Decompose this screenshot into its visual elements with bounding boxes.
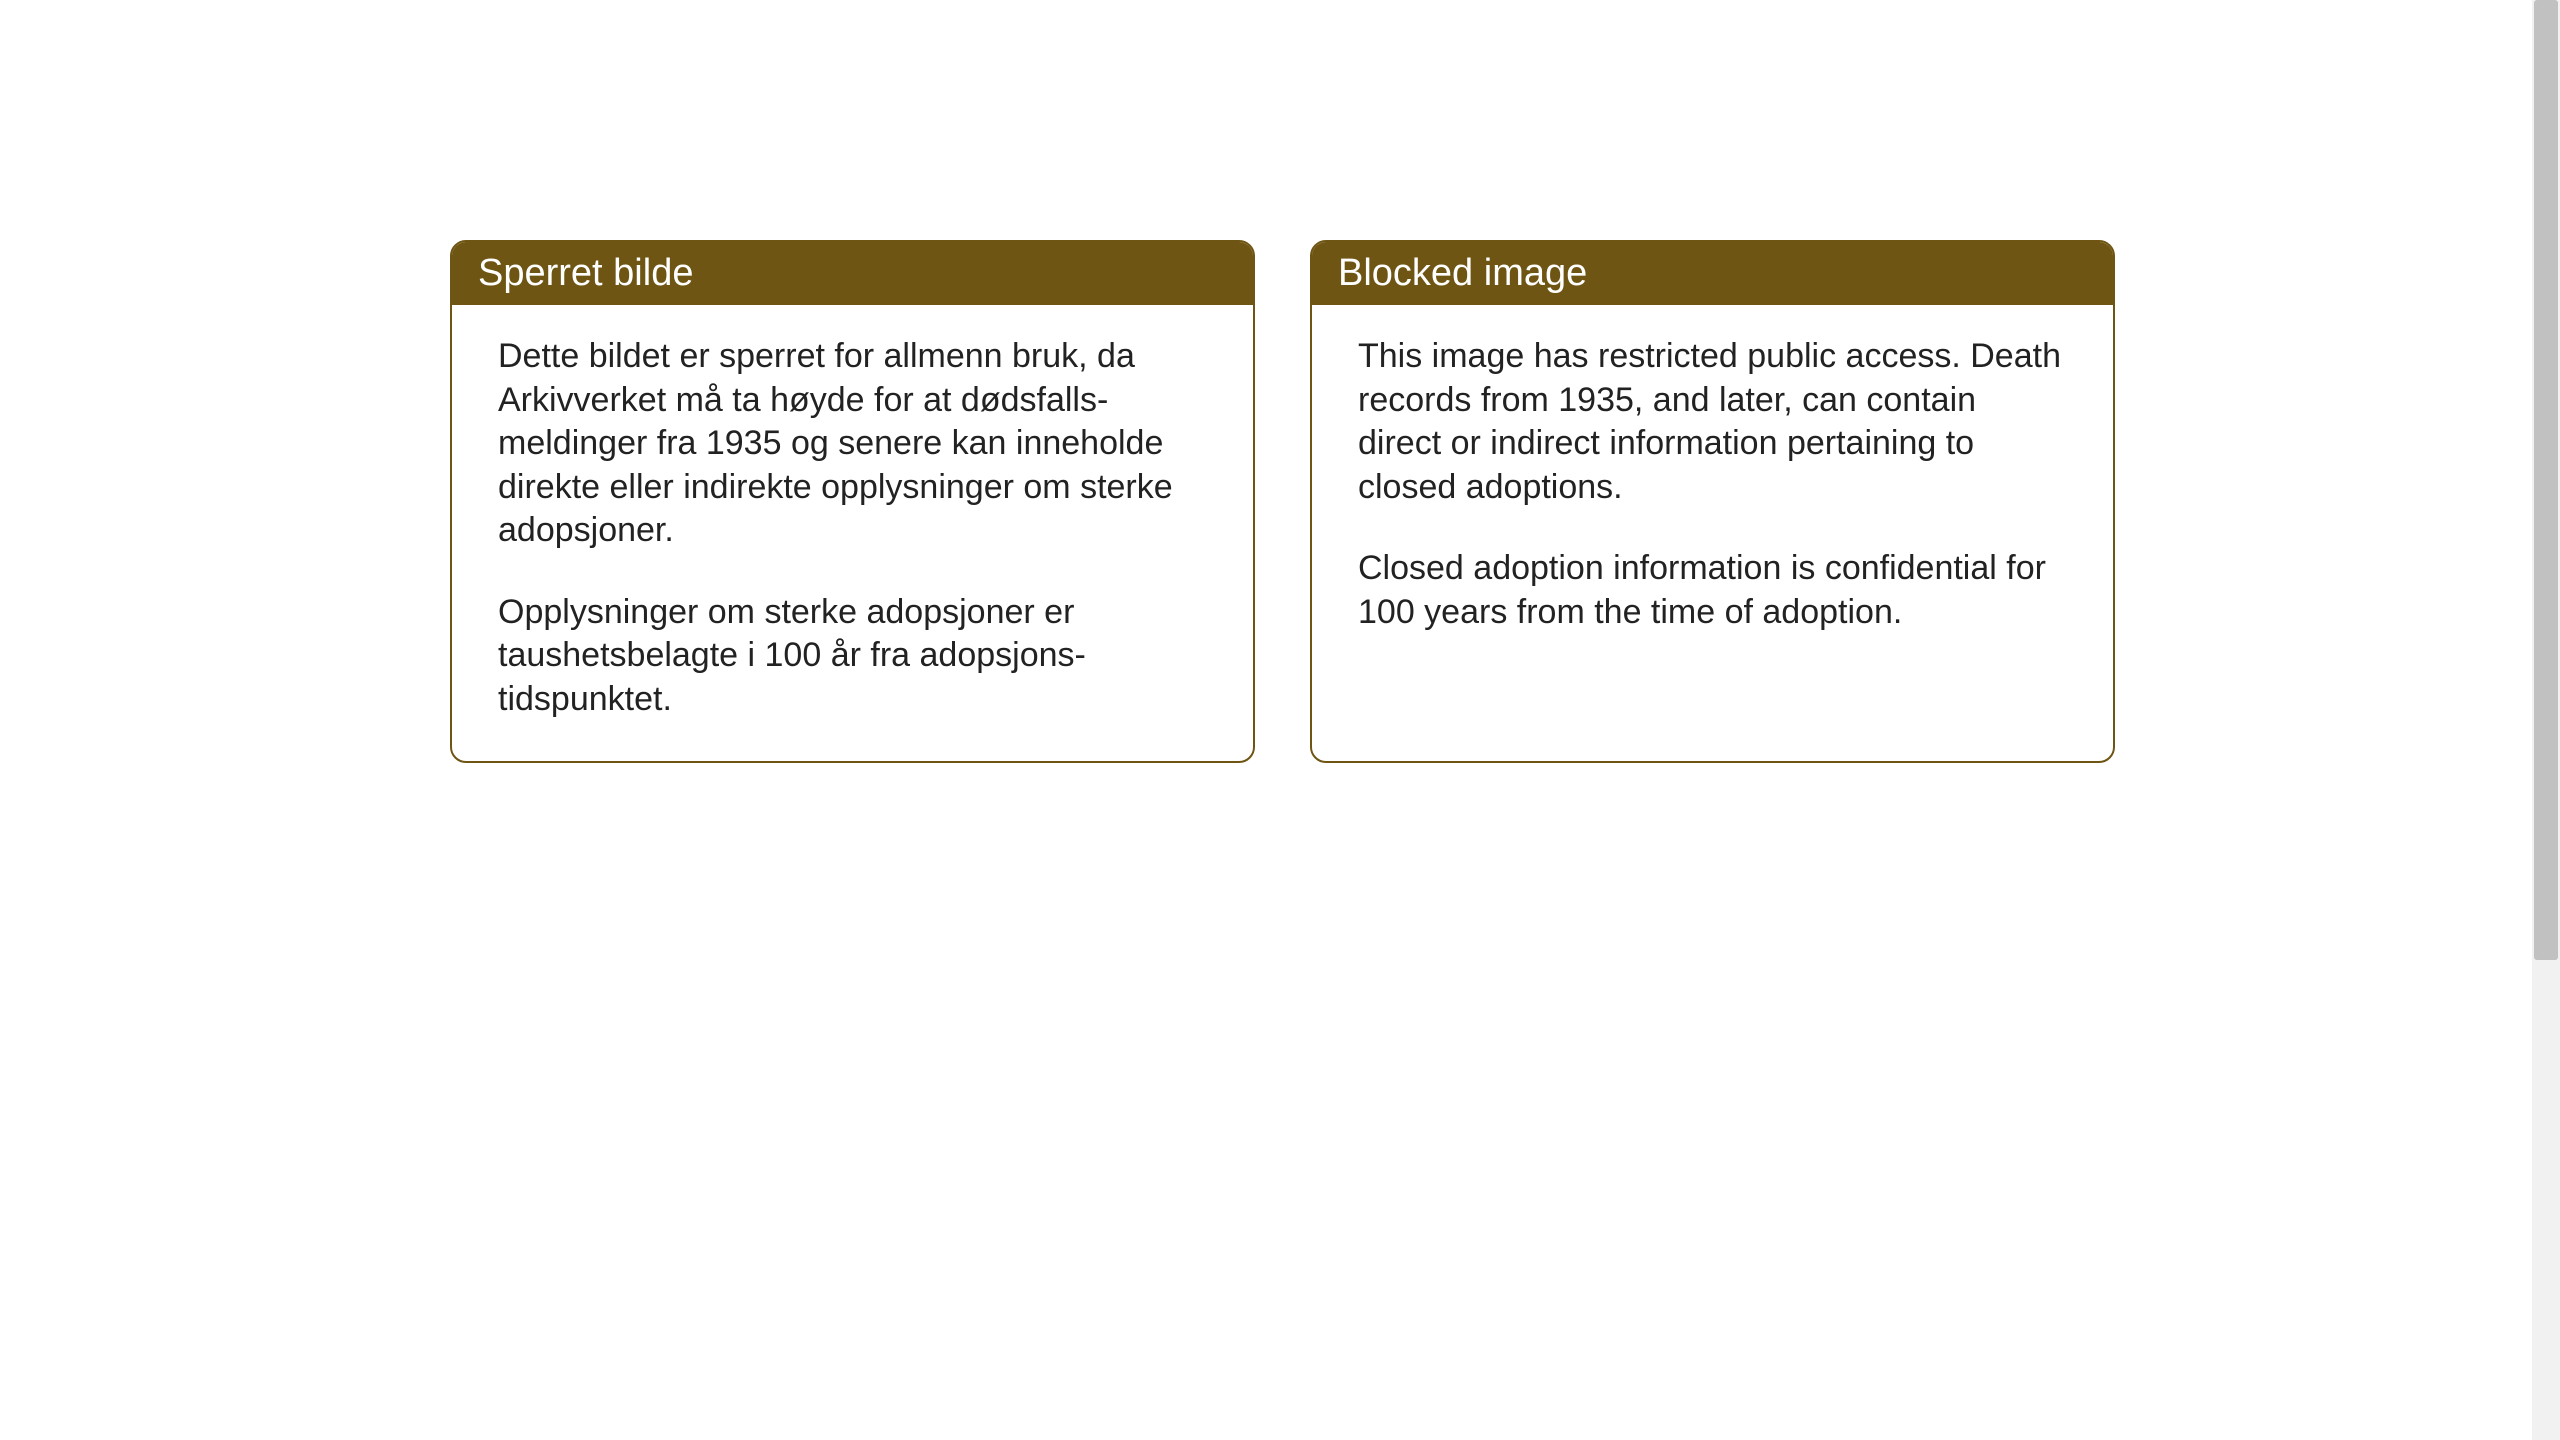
card-paragraph-1-english: This image has restricted public access.… [1358,335,2067,509]
notice-container: Sperret bilde Dette bildet er sperret fo… [450,240,2115,763]
notice-card-norwegian: Sperret bilde Dette bildet er sperret fo… [450,240,1255,763]
scrollbar-thumb[interactable] [2534,0,2558,960]
card-body-english: This image has restricted public access.… [1312,305,2113,674]
card-paragraph-2-norwegian: Opplysninger om sterke adopsjoner er tau… [498,591,1207,722]
notice-card-english: Blocked image This image has restricted … [1310,240,2115,763]
card-header-norwegian: Sperret bilde [452,242,1253,305]
card-paragraph-1-norwegian: Dette bildet er sperret for allmenn bruk… [498,335,1207,553]
card-header-english: Blocked image [1312,242,2113,305]
card-title-norwegian: Sperret bilde [478,252,693,294]
card-body-norwegian: Dette bildet er sperret for allmenn bruk… [452,305,1253,761]
vertical-scrollbar[interactable] [2532,0,2560,1440]
card-paragraph-2-english: Closed adoption information is confident… [1358,547,2067,634]
card-title-english: Blocked image [1338,252,1587,294]
